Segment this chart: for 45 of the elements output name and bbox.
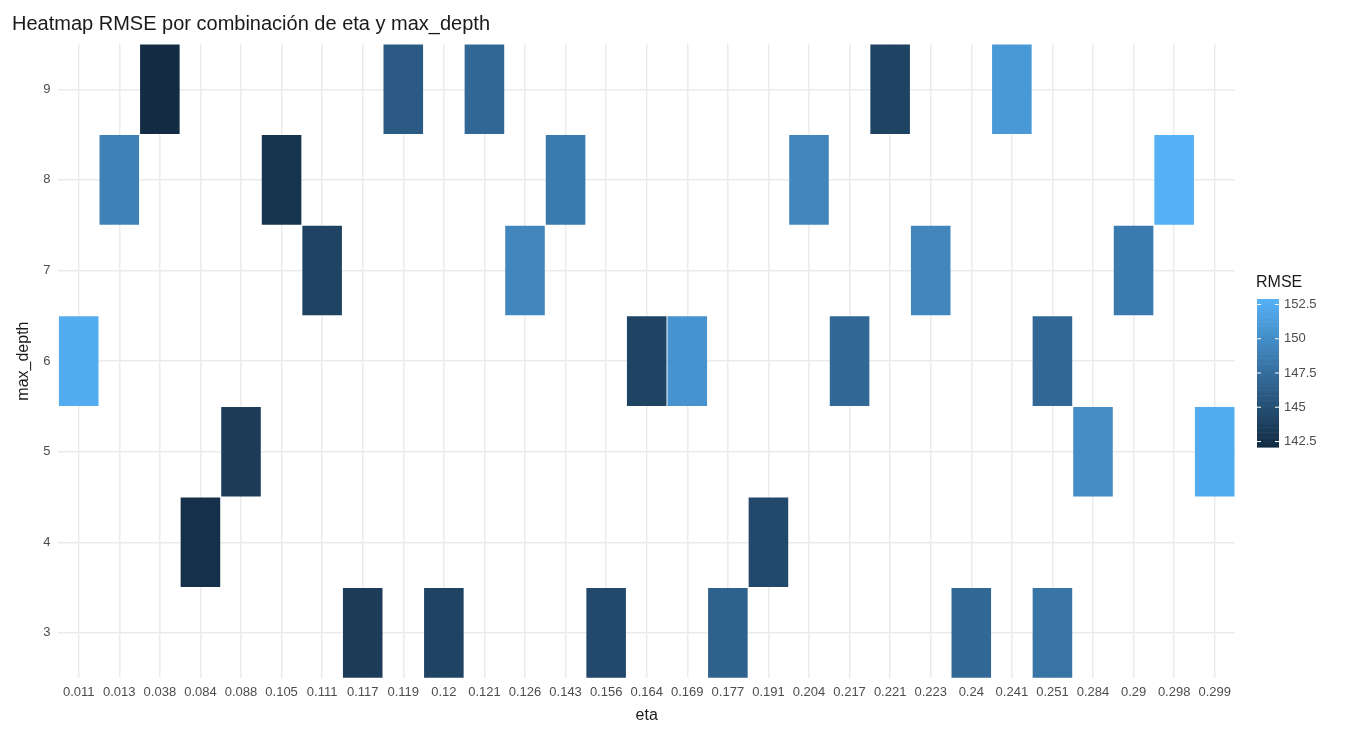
x-tick-label: 0.084: [184, 683, 217, 699]
x-tick-label: 0.121: [468, 683, 501, 699]
x-tick-label: 0.013: [103, 683, 136, 699]
x-tick-label: 0.169: [671, 683, 704, 699]
x-tick-label: 0.119: [387, 683, 420, 699]
color-bar-label: 150: [1284, 330, 1306, 346]
x-tick-label: 0.217: [833, 683, 866, 699]
x-tick-label: 0.111: [306, 683, 338, 699]
x-axis-title: eta: [635, 705, 658, 723]
x-tick-label: 0.143: [549, 683, 582, 699]
x-tick-label: 0.117: [346, 683, 379, 699]
y-tick-label: 7: [43, 262, 51, 278]
color-bar-label: 145: [1284, 398, 1306, 414]
x-tick-label: 0.284: [1076, 683, 1110, 699]
x-tick-label: 0.204: [792, 683, 826, 699]
chart-title: Heatmap RMSE por combinación de eta y max_depth: [12, 11, 491, 35]
y-tick-label: 6: [43, 352, 51, 368]
x-tick-label: 0.251: [1036, 683, 1069, 699]
x-tick-label: 0.177: [711, 683, 745, 699]
y-tick-label: 3: [43, 624, 51, 640]
x-tick-label: 0.156: [589, 683, 623, 699]
y-tick-label: 5: [43, 443, 51, 459]
x-tick-label: 0.223: [914, 683, 947, 699]
x-tick-label: 0.12: [431, 683, 457, 699]
x-tick-label: 0.164: [630, 683, 663, 699]
y-axis-title: max_depth: [14, 321, 33, 401]
color-bar-label: 152.5: [1284, 296, 1317, 312]
x-tick-label: 0.24: [958, 683, 984, 699]
color-bar-label: 142.5: [1284, 433, 1317, 449]
x-tick-label: 0.299: [1198, 683, 1231, 699]
x-tick-label: 0.105: [265, 683, 298, 699]
x-tick-label: 0.038: [143, 683, 177, 699]
x-tick-label: 0.191: [752, 683, 785, 699]
y-tick-label: 8: [43, 171, 51, 187]
x-tick-label: 0.29: [1120, 683, 1147, 699]
x-tick-label: 0.221: [873, 683, 907, 699]
color-bar-label: 147.5: [1284, 364, 1317, 380]
x-tick-label: 0.298: [1157, 683, 1191, 699]
x-tick-label: 0.011: [62, 683, 95, 699]
y-tick-label: 9: [43, 80, 51, 96]
x-tick-label: 0.126: [508, 683, 542, 699]
x-tick-label: 0.088: [224, 683, 258, 699]
y-tick-label: 4: [43, 533, 51, 549]
x-tick-label: 0.241: [995, 683, 1029, 699]
color-bar-title: RMSE: [1256, 273, 1303, 291]
